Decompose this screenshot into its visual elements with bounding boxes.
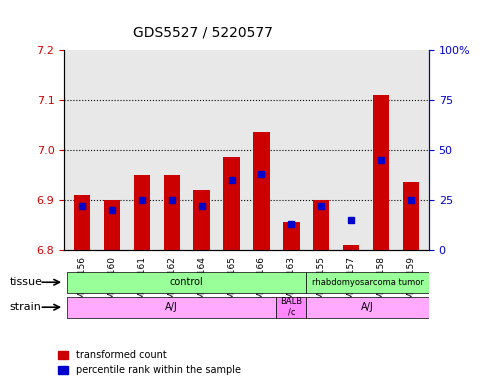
Bar: [164, 175, 180, 250]
Bar: [104, 200, 120, 250]
Text: A/J: A/J: [361, 302, 374, 312]
Legend: transformed count, percentile rank within the sample: transformed count, percentile rank withi…: [54, 346, 245, 379]
Bar: [74, 195, 90, 250]
Bar: [67, 297, 277, 318]
Text: control: control: [170, 277, 204, 287]
Bar: [277, 297, 306, 318]
Text: A/J: A/J: [165, 302, 178, 312]
Text: GDS5527 / 5220577: GDS5527 / 5220577: [133, 25, 273, 40]
Bar: [403, 182, 419, 250]
Bar: [343, 245, 359, 250]
Bar: [253, 132, 270, 250]
Text: rhabdomyosarcoma tumor: rhabdomyosarcoma tumor: [312, 278, 423, 287]
Bar: [134, 175, 150, 250]
Text: BALB
/c: BALB /c: [281, 298, 302, 317]
Bar: [373, 95, 389, 250]
Bar: [193, 190, 210, 250]
Bar: [223, 157, 240, 250]
Text: tissue: tissue: [10, 277, 43, 287]
Bar: [306, 297, 429, 318]
Text: strain: strain: [10, 302, 42, 312]
Bar: [283, 222, 300, 250]
Bar: [313, 200, 329, 250]
Bar: [306, 272, 429, 293]
Bar: [67, 272, 306, 293]
